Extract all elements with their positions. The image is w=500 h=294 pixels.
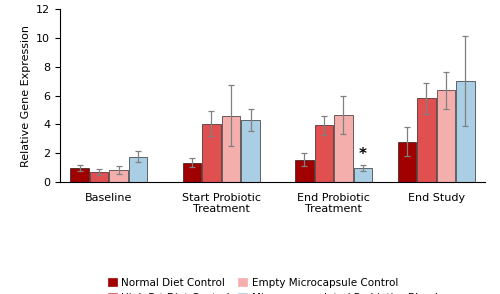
Bar: [398, 142, 416, 182]
Y-axis label: Relative Gene Expression: Relative Gene Expression: [20, 25, 30, 166]
Bar: [436, 91, 455, 182]
Bar: [241, 120, 260, 182]
Bar: [202, 124, 220, 182]
Bar: [314, 125, 333, 182]
Bar: [70, 168, 89, 182]
Legend: Normal Diet Control, High Fat Diet Control, Empty Microcapsule Control, Microenc: Normal Diet Control, High Fat Diet Contr…: [108, 278, 438, 294]
Bar: [456, 81, 474, 182]
Bar: [417, 98, 436, 182]
Bar: [295, 160, 314, 182]
Bar: [182, 163, 201, 182]
Bar: [110, 170, 128, 182]
Bar: [334, 115, 352, 182]
Bar: [90, 172, 108, 182]
Text: *: *: [359, 147, 367, 162]
Bar: [354, 168, 372, 182]
Bar: [129, 156, 148, 182]
Bar: [222, 116, 240, 182]
